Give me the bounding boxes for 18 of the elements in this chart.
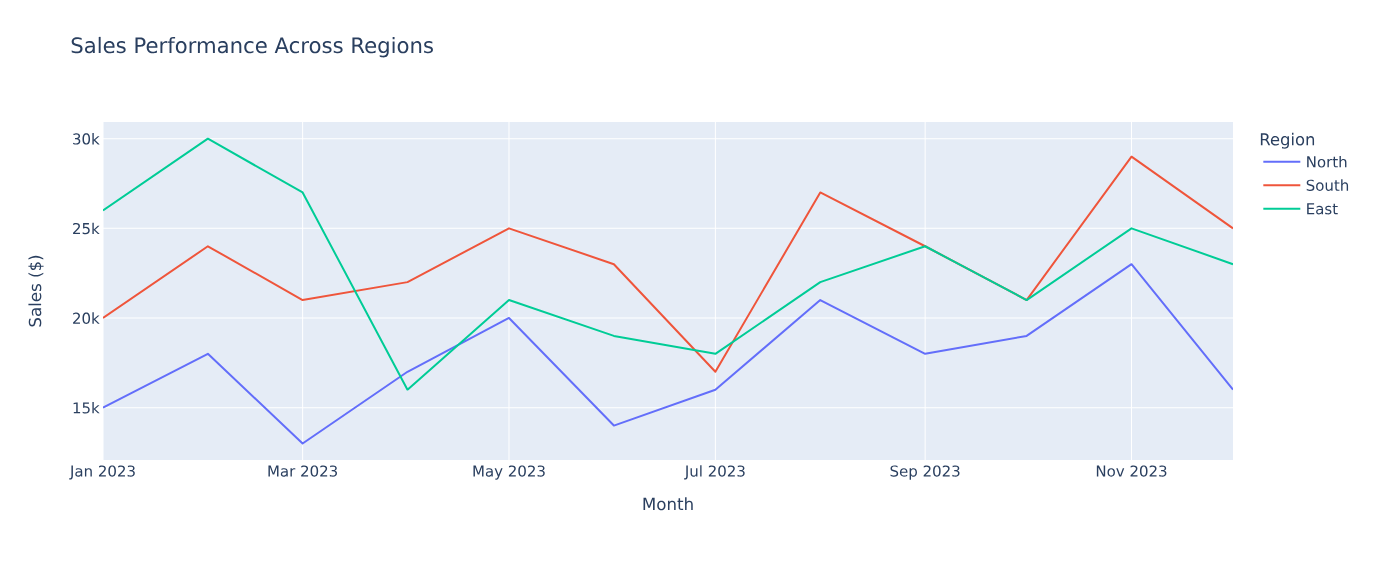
legend-label: North (1307, 155, 1347, 168)
chart-title: Sales Performance Across Regions (71, 36, 433, 58)
legend-label: South (1306, 179, 1349, 191)
x-tick-label: Nov 2023 (1096, 465, 1167, 477)
x-tick-label: May 2023 (473, 465, 545, 480)
legend-title: Region (1260, 132, 1315, 149)
legend-label: East (1307, 203, 1338, 215)
x-tick-label: Jan 2023 (69, 465, 135, 480)
x-tick-label: Jul 2023 (684, 465, 745, 480)
y-tick-label: 15k (73, 401, 100, 414)
y-axis-title: Sales ($) (28, 255, 44, 327)
y-tick-label: 25k (73, 222, 100, 235)
x-tick-label: Mar 2023 (268, 465, 338, 477)
x-axis-title: Month (643, 497, 693, 511)
x-tick-label: Sep 2023 (890, 465, 960, 480)
y-tick-label: 30k (73, 133, 100, 145)
line-series (103, 263, 1234, 445)
y-tick-label: 20k (73, 312, 100, 324)
